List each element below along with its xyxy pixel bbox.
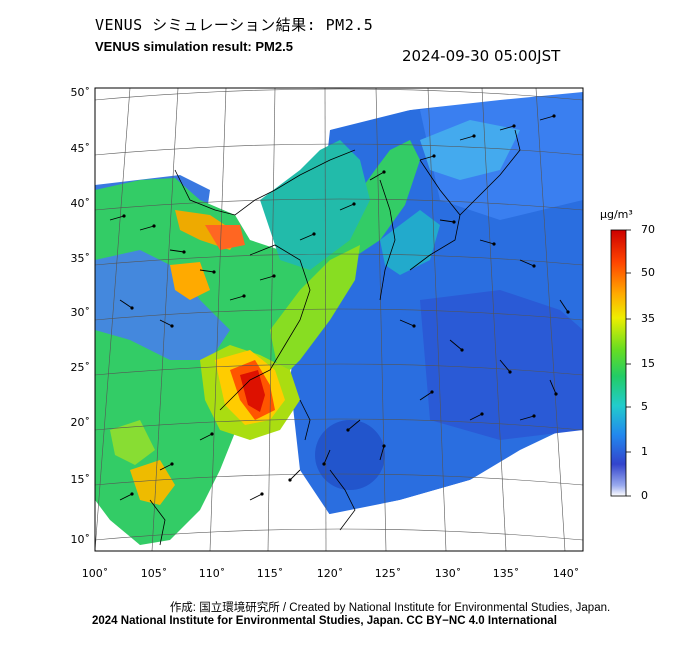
lon-label: 100˚ — [81, 567, 109, 580]
title-japanese: VENUS シミュレーション結果: PM2.5 — [95, 16, 374, 34]
title-english: VENUS simulation result: PM2.5 — [95, 39, 293, 54]
colorbar-tick-label: 50 — [641, 266, 655, 279]
lat-label: 45˚ — [70, 142, 91, 155]
lat-label: 10˚ — [70, 533, 91, 546]
colorbar-tick-label: 0 — [641, 489, 648, 502]
coastlines — [149, 129, 521, 546]
colorbar-unit: μg/m³ — [600, 208, 633, 221]
graticule — [95, 88, 583, 551]
colorbar-tick-label: 1 — [641, 445, 648, 458]
credit-line: 作成: 国立環境研究所 / Created by National Instit… — [169, 602, 611, 614]
colorbar-tick-label: 35 — [641, 312, 655, 325]
wind-vectors — [109, 115, 569, 501]
wind-arrowheads — [122, 114, 570, 496]
lon-label: 105˚ — [140, 567, 168, 580]
lon-label: 125˚ — [374, 567, 402, 580]
lon-label: 120˚ — [316, 567, 344, 580]
lon-label: 110˚ — [198, 567, 226, 580]
colorbar — [610, 229, 627, 497]
lat-label: 15˚ — [70, 473, 91, 486]
license-line: 2024 National Institute for Environmenta… — [92, 615, 557, 627]
colorbar-tick-label: 70 — [641, 223, 655, 236]
colorbar-ticks — [626, 229, 631, 497]
lat-label: 40˚ — [70, 197, 91, 210]
lon-label: 115˚ — [256, 567, 284, 580]
colorbar-tick-label: 5 — [641, 400, 648, 413]
lat-label: 35˚ — [70, 252, 91, 265]
forecast-timestamp: 2024-09-30 05:00JST — [402, 47, 561, 65]
lat-label: 25˚ — [70, 361, 91, 374]
lat-label: 20˚ — [70, 416, 91, 429]
colorbar-tick-label: 15 — [641, 357, 655, 370]
lat-label: 30˚ — [70, 306, 91, 319]
lon-label: 135˚ — [492, 567, 520, 580]
map-frame — [94, 87, 584, 552]
lat-label: 50˚ — [70, 86, 91, 99]
concentration-field — [95, 88, 583, 551]
lon-label: 130˚ — [434, 567, 462, 580]
lon-label: 140˚ — [552, 567, 580, 580]
